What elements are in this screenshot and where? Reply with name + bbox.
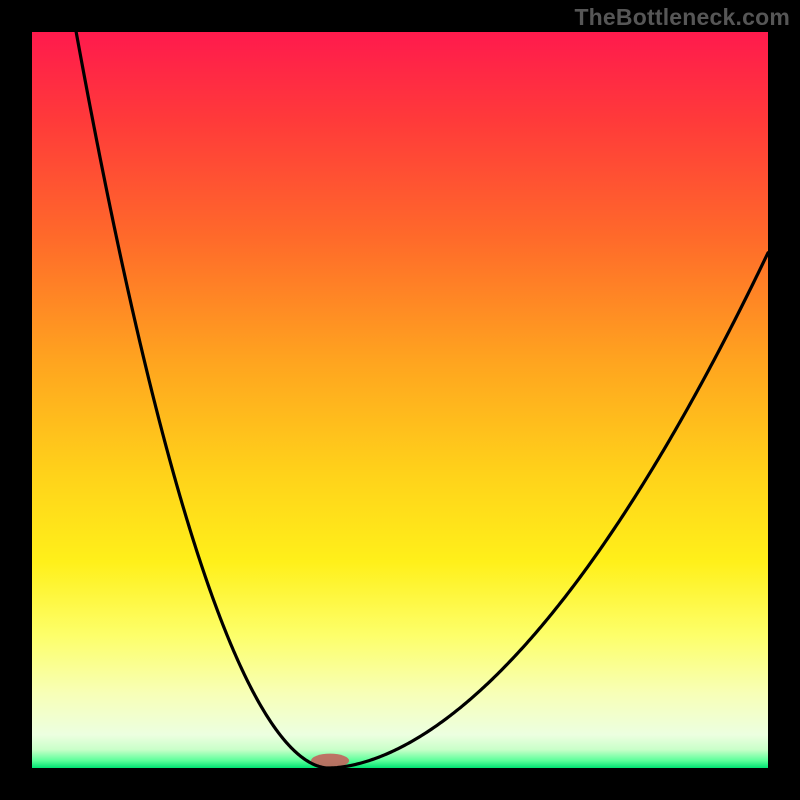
chart-container: TheBottleneck.com <box>0 0 800 800</box>
watermark-text: TheBottleneck.com <box>574 4 790 31</box>
chart-plot-area <box>32 32 768 768</box>
bottleneck-chart <box>0 0 800 800</box>
